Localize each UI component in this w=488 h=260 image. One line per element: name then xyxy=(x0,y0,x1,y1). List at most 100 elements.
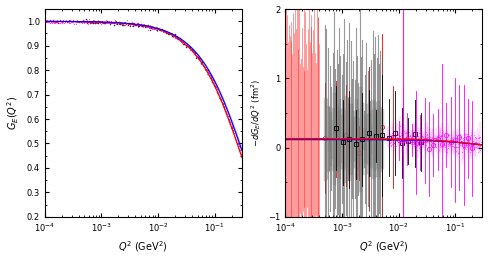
Point xyxy=(108,21,116,25)
Point xyxy=(196,56,204,61)
Point xyxy=(162,31,170,35)
Point xyxy=(189,50,197,54)
Point xyxy=(160,30,167,34)
Point xyxy=(119,23,127,27)
Point xyxy=(401,139,408,143)
Point xyxy=(466,150,474,154)
Point xyxy=(100,21,107,25)
Point xyxy=(56,19,64,23)
Point xyxy=(449,134,457,139)
Point xyxy=(466,147,474,151)
Point xyxy=(438,131,446,135)
Point xyxy=(142,25,149,30)
Point xyxy=(414,140,422,144)
Point xyxy=(439,139,447,144)
Point xyxy=(447,138,454,142)
Point xyxy=(125,21,133,25)
Point xyxy=(168,31,176,35)
Point xyxy=(172,35,180,39)
Point xyxy=(117,21,124,25)
Point xyxy=(194,55,202,59)
Point xyxy=(155,28,163,32)
Point xyxy=(134,22,142,26)
Point xyxy=(93,21,101,25)
Point xyxy=(90,18,98,22)
Point xyxy=(180,40,187,44)
Point xyxy=(116,20,124,24)
Point xyxy=(83,21,91,25)
Point xyxy=(134,24,142,28)
Point xyxy=(213,90,221,94)
Point xyxy=(438,139,446,143)
Point xyxy=(125,21,133,25)
X-axis label: $Q^2$ (GeV$^2$): $Q^2$ (GeV$^2$) xyxy=(359,240,409,255)
Point xyxy=(63,20,71,24)
Point xyxy=(402,129,410,134)
Point xyxy=(386,137,394,141)
Point xyxy=(101,21,109,25)
Point xyxy=(422,138,430,142)
Point xyxy=(129,24,137,28)
Point xyxy=(415,146,423,150)
Point xyxy=(211,85,219,89)
Point xyxy=(168,34,176,38)
Point xyxy=(105,20,113,24)
Point xyxy=(171,36,179,40)
Point xyxy=(163,31,171,35)
Point xyxy=(471,140,479,145)
Point xyxy=(426,135,433,139)
Point xyxy=(77,19,85,23)
Point xyxy=(454,142,462,146)
Point xyxy=(460,152,468,157)
Point xyxy=(94,21,102,25)
Point xyxy=(453,145,461,149)
Point xyxy=(221,107,228,111)
Point xyxy=(42,20,50,24)
Point xyxy=(210,83,218,87)
Point xyxy=(154,27,162,31)
Point xyxy=(139,24,146,28)
Point xyxy=(449,144,457,148)
Point xyxy=(84,20,92,24)
Point xyxy=(444,138,451,142)
Point xyxy=(182,42,190,47)
Point xyxy=(171,35,179,39)
Point xyxy=(184,44,192,48)
Point xyxy=(117,21,124,25)
Point xyxy=(132,23,140,27)
Point xyxy=(198,61,206,66)
Point xyxy=(465,143,472,147)
Point xyxy=(398,141,406,146)
Point xyxy=(216,95,224,99)
Point xyxy=(43,18,51,23)
Point xyxy=(163,30,171,34)
Point xyxy=(146,26,154,30)
Point xyxy=(433,137,441,141)
Point xyxy=(426,139,434,143)
Point xyxy=(58,20,65,24)
Point xyxy=(416,145,424,149)
Point xyxy=(219,104,227,108)
Point xyxy=(429,140,437,145)
Point xyxy=(174,36,182,40)
Point xyxy=(385,137,393,141)
Point xyxy=(396,140,404,145)
Point xyxy=(197,60,204,64)
Point xyxy=(467,143,475,147)
Point xyxy=(433,134,441,138)
Point xyxy=(141,25,149,30)
Point xyxy=(122,23,129,27)
Point xyxy=(401,141,408,145)
Point xyxy=(423,129,430,134)
Point xyxy=(59,18,67,23)
Point xyxy=(459,141,467,145)
Point xyxy=(419,142,427,146)
Point xyxy=(161,29,169,33)
Point xyxy=(159,28,166,32)
Point xyxy=(419,135,427,140)
Point xyxy=(446,133,453,138)
Point xyxy=(148,25,156,30)
Point xyxy=(460,141,468,145)
Point xyxy=(226,122,234,126)
Point xyxy=(409,136,417,141)
